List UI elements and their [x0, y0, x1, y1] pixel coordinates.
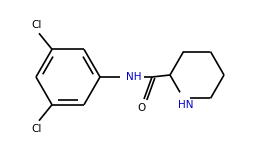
Text: HN: HN: [178, 100, 193, 110]
Text: NH: NH: [126, 72, 142, 82]
Text: O: O: [138, 103, 146, 113]
Text: Cl: Cl: [32, 124, 42, 134]
Text: Cl: Cl: [32, 20, 42, 30]
